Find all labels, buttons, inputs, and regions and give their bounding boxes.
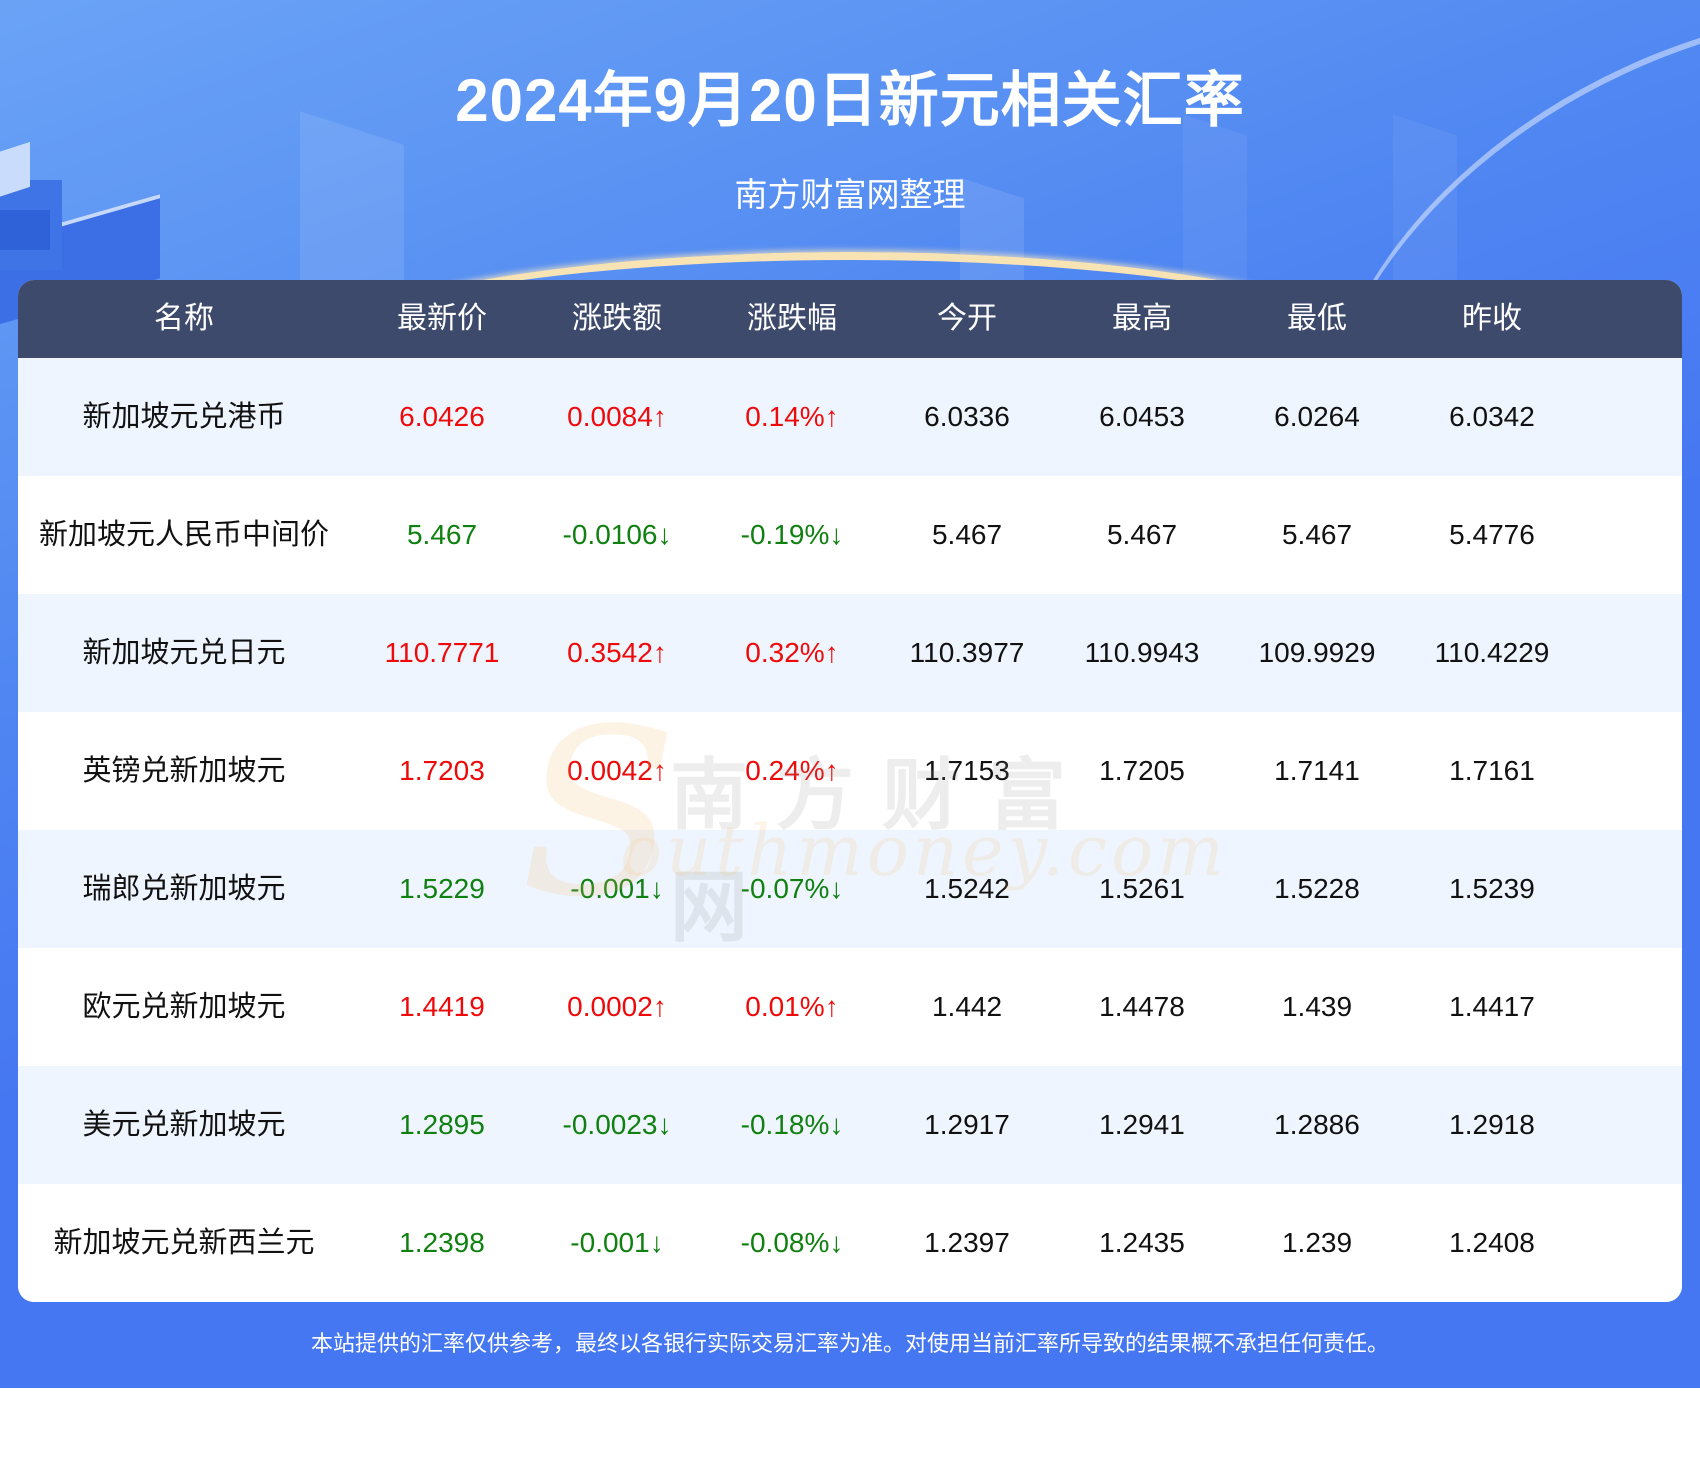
disclaimer-text: 本站提供的汇率仅供参考，最终以各银行实际交易汇率为准。对使用当前汇率所导致的结果… <box>310 1331 1389 1356</box>
row-change: 0.3542↑ <box>567 637 667 668</box>
row-name: 欧元兑新加坡元 <box>82 991 286 1023</box>
table-header: 名称 最新价 涨跌额 涨跌幅 今开 最高 最低 昨收 <box>18 280 1682 358</box>
row-latest: 1.4419 <box>399 991 485 1022</box>
table-row: 新加坡元人民币中间价 5.467 -0.0106↓ -0.19%↓ 5.467 … <box>18 476 1682 594</box>
column-header-open: 今开 <box>937 302 997 335</box>
row-high: 1.5261 <box>1099 873 1185 904</box>
row-open: 110.3977 <box>909 637 1025 668</box>
row-high: 6.0453 <box>1099 401 1185 432</box>
row-latest: 6.0426 <box>399 401 485 432</box>
row-low: 1.439 <box>1281 991 1353 1022</box>
row-name: 新加坡元人民币中间价 <box>38 519 330 551</box>
row-open: 5.467 <box>931 519 1003 550</box>
row-name: 新加坡元兑新西兰元 <box>53 1227 315 1259</box>
exchange-rate-table: 名称 最新价 涨跌额 涨跌幅 今开 最高 最低 昨收 新加坡元兑港币 6.042… <box>18 280 1682 1302</box>
row-latest: 110.7771 <box>384 637 500 668</box>
row-change: -0.0023↓ <box>562 1109 672 1140</box>
row-change: 0.0002↑ <box>567 991 667 1022</box>
column-header-name: 名称 <box>154 302 214 335</box>
row-open: 6.0336 <box>924 401 1010 432</box>
row-high: 1.7205 <box>1099 755 1185 786</box>
row-change-pct: -0.19%↓ <box>740 519 844 550</box>
row-name: 英镑兑新加坡元 <box>82 755 286 787</box>
decorative-golden-arc <box>290 252 1410 480</box>
row-latest: 1.5229 <box>399 873 485 904</box>
row-open: 1.5242 <box>924 873 1010 904</box>
row-high: 1.4478 <box>1099 991 1185 1022</box>
table-row: 美元兑新加坡元 1.2895 -0.0023↓ -0.18%↓ 1.2917 1… <box>18 1066 1682 1184</box>
building-illustration-icon <box>0 141 160 330</box>
page-subtitle: 南方财富网整理 <box>734 176 966 213</box>
row-change-pct: -0.18%↓ <box>740 1109 844 1140</box>
row-change: 0.0042↑ <box>567 755 667 786</box>
row-prev-close: 1.7161 <box>1449 755 1535 786</box>
row-low: 109.9929 <box>1258 637 1376 668</box>
row-name: 美元兑新加坡元 <box>82 1109 286 1141</box>
table-row: 新加坡元兑日元 110.7771 0.3542↑ 0.32%↑ 110.3977… <box>18 594 1682 712</box>
table-row: 瑞郎兑新加坡元 1.5229 -0.001↓ -0.07%↓ 1.5242 1.… <box>18 830 1682 948</box>
row-change-pct: -0.08%↓ <box>740 1227 844 1258</box>
row-name: 瑞郎兑新加坡元 <box>82 873 286 905</box>
row-high: 1.2435 <box>1099 1227 1185 1258</box>
page-title: 2024年9月20日新元相关汇率 <box>455 67 1245 134</box>
row-change: 0.0084↑ <box>567 401 667 432</box>
row-change-pct: 0.24%↑ <box>745 755 839 786</box>
row-change-pct: 0.14%↑ <box>745 401 839 432</box>
row-low: 1.239 <box>1281 1227 1353 1258</box>
table-row: 新加坡元兑新西兰元 1.2398 -0.001↓ -0.08%↓ 1.2397 … <box>18 1184 1682 1302</box>
column-header-low: 最低 <box>1287 302 1347 335</box>
row-prev-close: 1.2918 <box>1449 1109 1535 1140</box>
row-change: -0.001↓ <box>570 873 664 904</box>
row-high: 1.2941 <box>1099 1109 1185 1140</box>
row-prev-close: 110.4229 <box>1434 637 1550 668</box>
column-header-prev-close: 昨收 <box>1462 302 1522 335</box>
row-latest: 5.467 <box>406 519 478 550</box>
row-name: 新加坡元兑日元 <box>82 637 286 669</box>
row-prev-close: 5.4776 <box>1449 519 1535 550</box>
row-low: 1.2886 <box>1274 1109 1360 1140</box>
row-prev-close: 1.4417 <box>1449 991 1535 1022</box>
column-header-change: 涨跌额 <box>572 302 662 335</box>
row-high: 5.467 <box>1106 519 1178 550</box>
table-row: 欧元兑新加坡元 1.4419 0.0002↑ 0.01%↑ 1.442 1.44… <box>18 948 1682 1066</box>
row-change-pct: 0.32%↑ <box>745 637 839 668</box>
row-low: 1.5228 <box>1274 873 1360 904</box>
row-open: 1.7153 <box>924 755 1010 786</box>
row-open: 1.442 <box>931 991 1003 1022</box>
row-name: 新加坡元兑港币 <box>82 401 286 433</box>
table-row: 新加坡元兑港币 6.0426 0.0084↑ 0.14%↑ 6.0336 6.0… <box>18 358 1682 476</box>
row-prev-close: 6.0342 <box>1449 401 1535 432</box>
row-change: -0.0106↓ <box>562 519 672 550</box>
row-change: -0.001↓ <box>570 1227 664 1258</box>
row-prev-close: 1.2408 <box>1449 1227 1535 1258</box>
row-latest: 1.2398 <box>399 1227 485 1258</box>
row-change-pct: 0.01%↑ <box>745 991 839 1022</box>
column-header-high: 最高 <box>1112 302 1172 335</box>
table-row: 英镑兑新加坡元 1.7203 0.0042↑ 0.24%↑ 1.7153 1.7… <box>18 712 1682 830</box>
row-low: 1.7141 <box>1274 755 1360 786</box>
row-low: 6.0264 <box>1274 401 1360 432</box>
row-latest: 1.7203 <box>399 755 485 786</box>
row-high: 110.9943 <box>1084 637 1200 668</box>
row-change-pct: -0.07%↓ <box>740 873 844 904</box>
row-open: 1.2917 <box>924 1109 1010 1140</box>
column-header-latest: 最新价 <box>397 302 487 335</box>
row-low: 5.467 <box>1281 519 1353 550</box>
row-open: 1.2397 <box>924 1227 1010 1258</box>
row-latest: 1.2895 <box>399 1109 485 1140</box>
column-header-change-pct: 涨跌幅 <box>747 302 837 335</box>
row-prev-close: 1.5239 <box>1449 873 1535 904</box>
